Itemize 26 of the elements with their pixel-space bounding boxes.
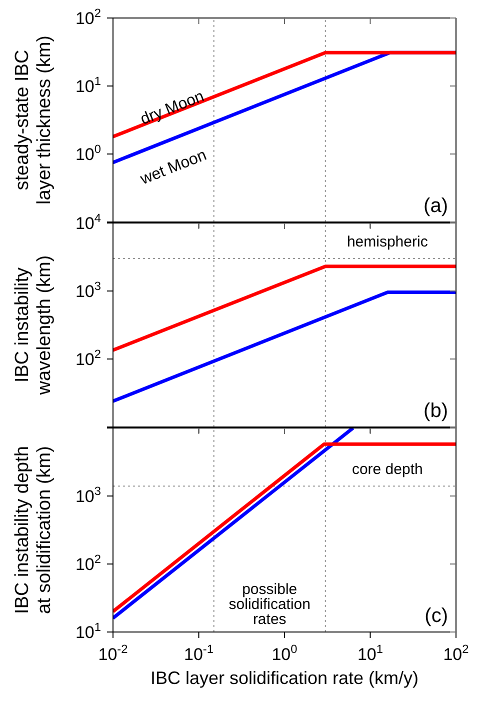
- ref-line-label: core depth: [352, 461, 423, 478]
- ref-line-label: hemispheric: [346, 234, 428, 251]
- x-tick-label: 10$^{-1}$: [184, 642, 214, 664]
- annotation: (b): [424, 400, 448, 422]
- text: dry Moon: [138, 88, 206, 128]
- y-axis-title: steady-state IBC layer thickness (km): [12, 36, 55, 204]
- y-tick-label: 10$^{2}$: [75, 552, 102, 574]
- y-tick-label: 10$^{3}$: [75, 279, 102, 301]
- y-tick-label: 10$^{0}$: [75, 142, 102, 164]
- y-tick-label: 10$^{1}$: [75, 620, 102, 642]
- annotation: (a): [424, 195, 448, 217]
- y-axis-title: IBC instability depth at solidification (km): [12, 446, 55, 614]
- y-tick-label: 10$^{1}$: [75, 74, 102, 96]
- annotation: (c): [424, 605, 448, 627]
- y-tick-label: 10$^{2}$: [75, 347, 102, 369]
- y-tick-label: 10$^{4}$: [75, 211, 102, 233]
- y-axis-title: IBC instability wavelength (km): [12, 255, 55, 396]
- x-tick-label: 10$^{1}$: [357, 642, 384, 664]
- y-tick-label: 10$^{3}$: [75, 484, 102, 506]
- x-axis-title: IBC layer solidification rate (km/y): [150, 668, 419, 688]
- y-tick-label: 10$^{2}$: [75, 6, 102, 28]
- x-tick-label: 10$^{2}$: [443, 642, 470, 664]
- x-tick-label: 10$^{-2}$: [98, 642, 128, 664]
- text: wet Moon: [137, 146, 209, 189]
- x-tick-label: 10$^{0}$: [272, 642, 298, 664]
- annotation: possible solidification rates: [228, 581, 310, 628]
